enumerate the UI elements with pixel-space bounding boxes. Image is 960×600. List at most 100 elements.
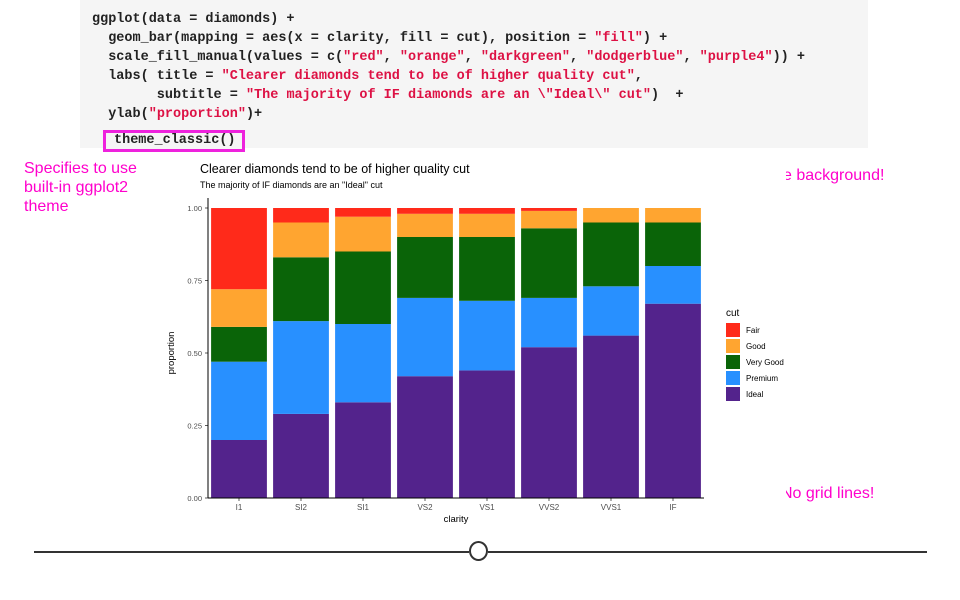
code-line: scale_fill_manual(values = c("red", "ora… <box>92 50 805 65</box>
bar-segment <box>521 210 577 229</box>
code-token: ) + <box>651 88 684 103</box>
code-line: ylab("proportion")+ <box>92 107 262 122</box>
chart-title: Clearer diamonds tend to be of higher qu… <box>200 162 470 176</box>
code-token: , <box>570 50 587 65</box>
bar-segment <box>521 208 577 211</box>
code-string: "The majority of IF diamonds are an \"Id… <box>245 88 652 103</box>
code-block: ggplot(data = diamonds) + geom_bar(mappi… <box>80 0 868 148</box>
legend-swatch <box>726 323 740 337</box>
legend: cut Fair Good Very Good Premium Ideal <box>726 308 784 402</box>
bar-segment <box>583 335 639 498</box>
bar-segment <box>459 213 515 237</box>
code-string: "dodgerblue" <box>586 50 684 65</box>
code-token: labs( title = <box>92 69 222 84</box>
legend-swatch <box>726 371 740 385</box>
code-lines: ggplot(data = diamonds) + geom_bar(mappi… <box>92 10 805 124</box>
legend-label: Fair <box>746 325 760 335</box>
plot-area: I1 SI2 SI1 VS2 VS1 VVS2 VVS1 IF 0.00 0.25 0.50 0.75… <box>166 198 704 525</box>
bar-segment <box>521 347 577 498</box>
bar-segment <box>335 216 391 252</box>
legend-swatch <box>726 339 740 353</box>
code-string: "darkgreen" <box>480 50 571 65</box>
bar-segment <box>273 208 329 223</box>
chart: Clearer diamonds tend to be of higher qu… <box>164 156 786 540</box>
code-token: , <box>383 50 400 65</box>
code-token: subtitle = <box>92 88 246 103</box>
code-token: , <box>464 50 481 65</box>
legend-title: cut <box>726 308 740 319</box>
code-token: ) + <box>642 31 668 46</box>
code-string: "purple4" <box>699 50 773 65</box>
code-token: )) + <box>772 50 805 65</box>
legend-item: Fair <box>726 322 784 338</box>
legend-label: Ideal <box>746 389 764 399</box>
bar-segment <box>459 370 515 498</box>
code-string: "fill" <box>594 31 643 46</box>
code-string: "red" <box>343 50 384 65</box>
legend-label: Very Good <box>746 357 784 367</box>
annotation-theme-note: Specifies to use built-in ggplot2 theme <box>24 160 137 215</box>
bar-segment <box>521 228 577 298</box>
y-tick-label: 0.50 <box>187 349 202 358</box>
bar-segment <box>397 213 453 237</box>
bar-segment <box>645 303 701 498</box>
bar-segment <box>645 266 701 304</box>
x-tick-label: VVS2 <box>539 503 560 512</box>
y-tick-label: 0.25 <box>187 422 202 431</box>
y-tick-label: 1.00 <box>187 204 202 213</box>
code-token: geom_bar(mapping = aes(x = clarity, fill… <box>92 31 595 46</box>
code-string: "orange" <box>399 50 465 65</box>
x-tick-label: VVS1 <box>601 503 622 512</box>
bar-segment <box>645 222 701 266</box>
bar-segment <box>583 208 639 223</box>
code-token: , <box>634 69 643 84</box>
bar-segment <box>211 440 267 498</box>
legend-label: Good <box>746 341 766 351</box>
legend-label: Premium <box>746 373 779 383</box>
x-tick-label: IF <box>669 503 676 512</box>
bar-segment <box>211 326 267 362</box>
code-token: ylab( <box>92 107 149 122</box>
x-tick-label: SI2 <box>295 503 308 512</box>
code-line: geom_bar(mapping = aes(x = clarity, fill… <box>92 31 667 46</box>
legend-item: Very Good <box>726 354 784 370</box>
code-line: ggplot(data = diamonds) + <box>92 12 295 27</box>
bar-segment <box>335 208 391 217</box>
chart-subtitle: The majority of IF diamonds are an "Idea… <box>200 180 383 190</box>
theme-classic-highlight: theme_classic() <box>103 130 245 152</box>
bar-segment <box>335 402 391 498</box>
x-tick-label: VS1 <box>479 503 495 512</box>
y-tick-label: 0.75 <box>187 277 202 286</box>
theme-classic-code: theme_classic() <box>114 133 236 148</box>
bar-segment <box>273 257 329 322</box>
bar-segment <box>397 237 453 298</box>
divider-left <box>34 551 469 553</box>
legend-swatch <box>726 387 740 401</box>
divider-circle <box>469 541 488 561</box>
bar-segment <box>211 361 267 440</box>
x-axis-label: clarity <box>444 514 469 525</box>
legend-item: Ideal <box>726 386 784 402</box>
x-tick-label: SI1 <box>357 503 370 512</box>
bar-segment <box>273 321 329 414</box>
bar-segment <box>335 324 391 403</box>
bar-segment <box>273 222 329 258</box>
bar-segment <box>273 413 329 498</box>
legend-items: Fair Good Very Good Premium Ideal <box>726 322 784 402</box>
bar-segment <box>583 222 639 287</box>
y-tick-label: 0.00 <box>187 494 202 503</box>
x-tick-label: I1 <box>236 503 243 512</box>
code-string: "Clearer diamonds tend to be of higher q… <box>221 69 635 84</box>
x-tick-label: VS2 <box>417 503 433 512</box>
code-token: scale_fill_manual(values = c( <box>92 50 344 65</box>
bar-segment <box>583 286 639 336</box>
y-axis-label: proportion <box>166 332 177 375</box>
code-token: ggplot(data = diamonds) + <box>92 12 295 27</box>
bar-segment <box>459 237 515 301</box>
bar-segment <box>335 251 391 324</box>
code-token: )+ <box>245 107 263 122</box>
code-token: , <box>683 50 700 65</box>
bar-segment <box>397 376 453 498</box>
bar-segment <box>211 208 267 290</box>
bar-segment <box>521 297 577 348</box>
